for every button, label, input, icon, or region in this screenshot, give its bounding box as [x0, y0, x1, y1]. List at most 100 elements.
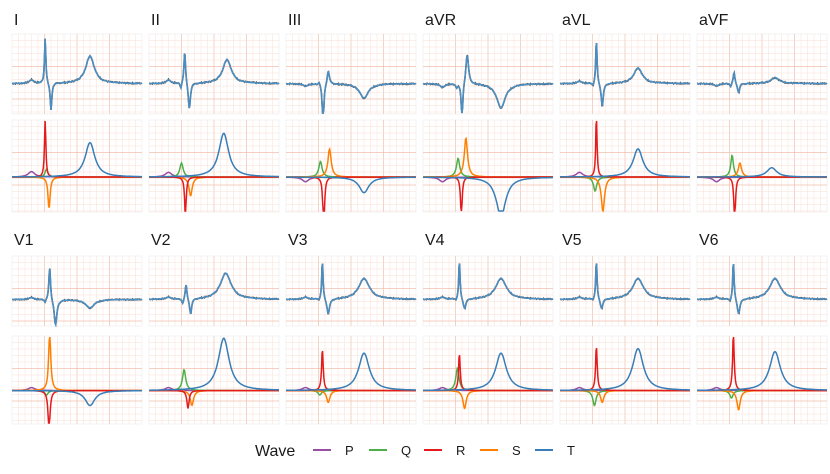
panel-grid	[12, 34, 142, 114]
raw-signal-panel	[11, 255, 143, 328]
lead-label: V1	[14, 232, 34, 249]
panel-grid	[697, 34, 827, 114]
lead-label: III	[288, 12, 301, 29]
fitted-ecg-trace	[12, 38, 142, 110]
fitted-ecg-trace	[286, 263, 416, 315]
fitted-ecg-trace	[697, 70, 827, 94]
raw-signal-panel	[285, 33, 417, 115]
raw-signal-panel	[285, 255, 417, 327]
lead-v6: V6	[696, 232, 828, 425]
wave-components-panel	[422, 335, 554, 425]
panel-grid	[149, 256, 279, 326]
lead-label: V6	[699, 232, 719, 249]
raw-signal-panel	[559, 255, 691, 327]
wave-t-curve	[286, 352, 416, 392]
wave-components-panel	[559, 335, 691, 425]
panel-grid	[12, 336, 142, 424]
raw-signal-panel	[422, 33, 554, 115]
lead-label: II	[151, 12, 160, 29]
panel-grid	[560, 256, 690, 326]
wave-components-panel	[285, 119, 417, 213]
panel-grid	[149, 34, 279, 114]
lead-avl: aVL	[559, 12, 691, 213]
panel-grid	[423, 120, 553, 212]
legend-item-r: R	[424, 443, 465, 458]
lead-ii: II	[148, 12, 280, 213]
panel-grid	[286, 120, 416, 212]
fitted-ecg-trace	[12, 268, 142, 328]
raw-signal-panel	[422, 255, 554, 327]
panel-grid	[423, 34, 553, 114]
wave-r-curve	[149, 389, 279, 409]
wave-components-panel	[422, 119, 554, 213]
panel-grid	[560, 120, 690, 212]
fitted-ecg-trace	[149, 272, 279, 315]
lead-avf: aVF	[696, 12, 828, 213]
raw-signal-panel	[559, 33, 691, 115]
lead-label: V4	[425, 232, 445, 249]
lead-v2: V2	[148, 232, 280, 425]
lead-label: aVR	[425, 12, 456, 29]
wave-t-curve	[697, 350, 828, 392]
wave-t-curve	[149, 132, 280, 178]
fitted-ecg-trace	[423, 55, 553, 114]
wave-components-panel	[285, 335, 417, 425]
wave-components-panel	[148, 335, 280, 425]
legend-label-s: S	[512, 443, 521, 458]
legend-title: Wave	[255, 443, 295, 460]
wave-t-curve	[697, 166, 827, 178]
wave-components-panel	[696, 119, 828, 213]
panel-grid	[12, 256, 142, 326]
panel-grid	[286, 34, 416, 114]
lead-v5: V5	[559, 232, 691, 425]
fitted-ecg-trace	[560, 42, 690, 107]
raw-signal-panel	[148, 33, 280, 115]
legend: Wave P Q R S T	[255, 443, 575, 460]
panel-grid	[560, 34, 690, 114]
lead-label: V5	[562, 232, 582, 249]
fitted-ecg-trace	[286, 70, 416, 114]
raw-signal-panel	[11, 33, 143, 115]
wave-components-panel	[11, 119, 143, 213]
panel-grid	[286, 256, 416, 326]
legend-item-p: P	[313, 443, 354, 458]
wave-t-curve	[423, 352, 553, 392]
wave-t-curve	[149, 337, 279, 391]
panel-grid	[286, 336, 416, 424]
panel-grid	[560, 336, 690, 424]
panel-grid	[423, 256, 553, 326]
fitted-ecg-trace	[560, 263, 690, 309]
wave-components-panel	[696, 335, 828, 425]
wave-t-curve	[12, 389, 143, 407]
lead-label: I	[14, 12, 18, 29]
legend-label-p: P	[345, 443, 354, 458]
lead-iii: III	[285, 12, 417, 213]
lead-label: V3	[288, 232, 308, 249]
fitted-ecg-trace	[149, 52, 279, 108]
panel-grid	[697, 336, 827, 424]
legend-item-s: S	[480, 443, 521, 458]
wave-components-panel	[11, 335, 143, 425]
panel-grid	[423, 336, 553, 424]
wave-t-curve	[560, 347, 690, 392]
lead-v4: V4	[422, 232, 554, 425]
panel-grid	[149, 120, 279, 212]
legend-item-q: Q	[369, 443, 411, 458]
legend-label-t: T	[567, 443, 575, 458]
lead-label: V2	[151, 232, 171, 249]
lead-i: I	[11, 12, 143, 213]
fitted-ecg-trace	[423, 263, 553, 309]
panel-grid	[697, 120, 827, 212]
lead-label: aVF	[699, 12, 729, 29]
raw-signal-panel	[696, 255, 828, 327]
lead-v3: V3	[285, 232, 417, 425]
wave-t-curve	[423, 176, 553, 212]
wave-components-panel	[148, 119, 280, 213]
legend-item-t: T	[535, 443, 575, 458]
lead-v1: V1	[11, 232, 143, 425]
wave-t-curve	[286, 176, 416, 194]
wave-t-curve	[560, 148, 690, 178]
panel-grid	[149, 336, 279, 424]
